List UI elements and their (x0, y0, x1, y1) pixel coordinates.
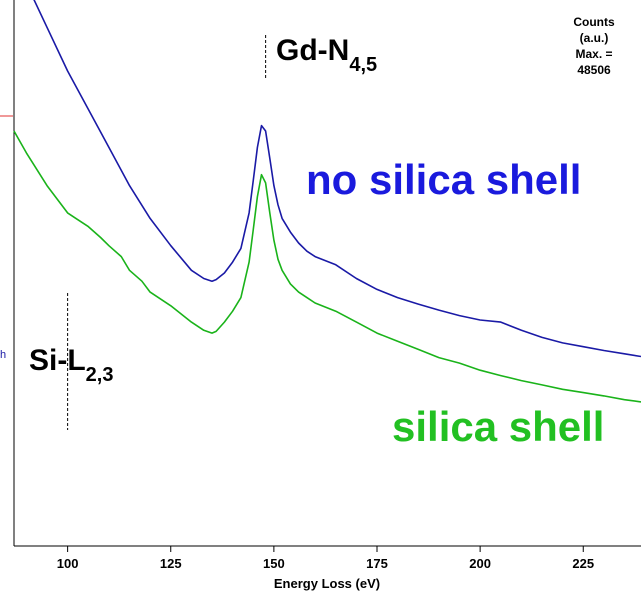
x-tick-label: 100 (57, 556, 79, 571)
left-clipped-label: h (0, 349, 6, 361)
x-tick-label: 150 (263, 556, 285, 571)
counts-note-line-1: Counts (573, 15, 615, 29)
series-label-silica-shell: silica shell (392, 403, 604, 450)
x-tick-label: 125 (160, 556, 182, 571)
series-line-no-silica-shell (33, 0, 641, 358)
si-edge-label: Si-L2,3 (29, 344, 113, 386)
series-layer (13, 0, 641, 403)
gd-edge-label: Gd-N4,5 (276, 34, 377, 76)
x-axis-ticks: 100 125 150 175 200 225 (57, 546, 594, 571)
series-line-silica-shell (13, 130, 641, 403)
counts-note-line-2: (a.u.) (580, 31, 609, 45)
counts-note-line-4: 48506 (577, 63, 611, 77)
x-tick-label: 200 (469, 556, 491, 571)
x-tick-label: 175 (366, 556, 388, 571)
x-axis-title: Energy Loss (eV) (274, 576, 380, 591)
counts-note-line-3: Max. = (575, 47, 612, 61)
series-label-no-silica-shell: no silica shell (306, 156, 581, 203)
x-tick-label: 225 (572, 556, 594, 571)
